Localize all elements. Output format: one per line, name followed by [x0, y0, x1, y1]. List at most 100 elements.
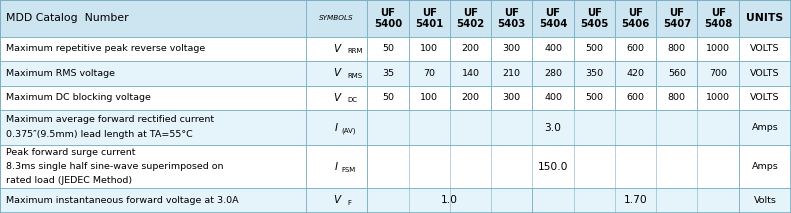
Bar	[306, 145, 367, 188]
Bar	[0, 37, 306, 61]
Text: UF
5406: UF 5406	[622, 7, 649, 29]
Text: SYMBOLS: SYMBOLS	[320, 15, 354, 21]
Bar	[739, 110, 791, 145]
Text: Maximum DC blocking voltage: Maximum DC blocking voltage	[6, 93, 150, 102]
Text: DC: DC	[347, 97, 358, 103]
Bar	[532, 0, 573, 37]
Bar	[0, 145, 306, 188]
Bar	[615, 61, 657, 86]
Text: VOLTS: VOLTS	[750, 44, 780, 53]
Bar	[367, 188, 532, 213]
Text: 350: 350	[585, 69, 604, 78]
Bar	[409, 0, 450, 37]
Bar	[491, 86, 532, 110]
Text: V: V	[333, 93, 340, 103]
Text: 140: 140	[461, 69, 479, 78]
Text: UNITS: UNITS	[747, 13, 783, 23]
Bar	[573, 61, 615, 86]
Bar	[739, 61, 791, 86]
Text: 800: 800	[668, 93, 686, 102]
Bar	[409, 37, 450, 61]
Text: Maximum repetitive peak reverse voltage: Maximum repetitive peak reverse voltage	[6, 44, 205, 53]
Text: 150.0: 150.0	[538, 162, 568, 171]
Text: 100: 100	[420, 93, 438, 102]
Text: 700: 700	[710, 69, 727, 78]
Text: 300: 300	[503, 44, 520, 53]
Text: Maximum instantaneous forward voltage at 3.0A: Maximum instantaneous forward voltage at…	[6, 196, 238, 205]
Bar	[657, 86, 698, 110]
Bar	[491, 61, 532, 86]
Text: VOLTS: VOLTS	[750, 69, 780, 78]
Bar	[306, 61, 367, 86]
Text: 3.0: 3.0	[544, 123, 562, 133]
Text: 600: 600	[626, 93, 645, 102]
Bar	[0, 0, 306, 37]
Text: 500: 500	[585, 93, 604, 102]
Text: FSM: FSM	[342, 167, 356, 173]
Text: V: V	[333, 196, 340, 205]
Bar	[698, 37, 739, 61]
Text: Volts: Volts	[754, 196, 776, 205]
Bar	[0, 61, 306, 86]
Bar	[367, 86, 409, 110]
Bar	[698, 61, 739, 86]
Text: UF
5401: UF 5401	[415, 7, 444, 29]
Text: 560: 560	[668, 69, 686, 78]
Bar	[409, 61, 450, 86]
Bar	[306, 188, 367, 213]
Text: 70: 70	[423, 69, 435, 78]
Text: VOLTS: VOLTS	[750, 93, 780, 102]
Text: 50: 50	[382, 44, 394, 53]
Bar	[739, 145, 791, 188]
Text: 200: 200	[461, 93, 479, 102]
Bar	[739, 37, 791, 61]
Bar	[0, 86, 306, 110]
Text: 200: 200	[461, 44, 479, 53]
Text: RMS: RMS	[347, 73, 363, 79]
Text: I: I	[335, 123, 338, 133]
Text: 1.70: 1.70	[624, 196, 648, 205]
Bar	[367, 110, 739, 145]
Text: UF
5400: UF 5400	[374, 7, 402, 29]
Text: Amps: Amps	[751, 123, 778, 132]
Text: UF
5403: UF 5403	[498, 7, 526, 29]
Text: 800: 800	[668, 44, 686, 53]
Text: Maximum RMS voltage: Maximum RMS voltage	[6, 69, 115, 78]
Bar	[657, 37, 698, 61]
Bar	[532, 37, 573, 61]
Text: 1.0: 1.0	[441, 196, 458, 205]
Bar	[306, 110, 367, 145]
Bar	[306, 37, 367, 61]
Text: 600: 600	[626, 44, 645, 53]
Text: 1000: 1000	[706, 93, 730, 102]
Text: rated load (JEDEC Method): rated load (JEDEC Method)	[6, 176, 131, 185]
Text: 50: 50	[382, 93, 394, 102]
Text: 400: 400	[544, 93, 562, 102]
Text: UF
5408: UF 5408	[704, 7, 732, 29]
Text: 280: 280	[544, 69, 562, 78]
Bar	[367, 0, 409, 37]
Text: 0.375″(9.5mm) lead length at TA=55°C: 0.375″(9.5mm) lead length at TA=55°C	[6, 130, 192, 138]
Text: (AV): (AV)	[342, 128, 356, 134]
Text: UF
5402: UF 5402	[456, 7, 485, 29]
Bar	[532, 61, 573, 86]
Bar	[0, 110, 306, 145]
Text: V: V	[333, 44, 340, 54]
Bar	[573, 0, 615, 37]
Bar	[450, 37, 491, 61]
Bar	[367, 145, 739, 188]
Bar	[450, 61, 491, 86]
Text: 8.3ms single half sine-wave superimposed on: 8.3ms single half sine-wave superimposed…	[6, 162, 223, 171]
Text: RRM: RRM	[347, 48, 363, 54]
Bar	[657, 0, 698, 37]
Bar	[409, 86, 450, 110]
Bar	[615, 37, 657, 61]
Bar	[657, 61, 698, 86]
Bar	[450, 0, 491, 37]
Text: I: I	[335, 162, 338, 171]
Text: 420: 420	[626, 69, 645, 78]
Text: F: F	[347, 200, 352, 206]
Bar	[532, 188, 739, 213]
Text: 210: 210	[503, 69, 520, 78]
Bar	[306, 86, 367, 110]
